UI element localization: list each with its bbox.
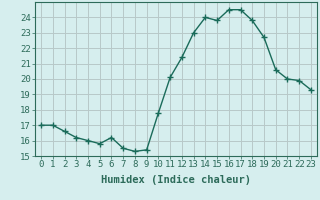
X-axis label: Humidex (Indice chaleur): Humidex (Indice chaleur): [101, 175, 251, 185]
